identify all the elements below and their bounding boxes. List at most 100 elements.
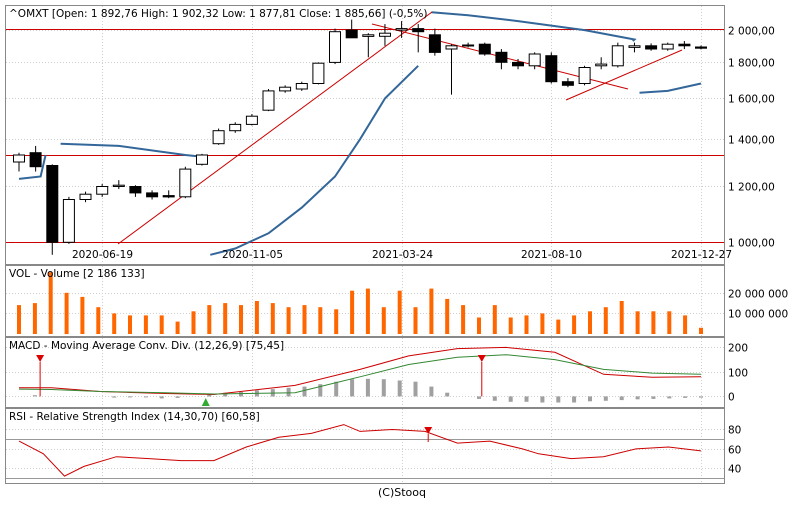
volume-bar xyxy=(223,303,228,334)
candle-body xyxy=(129,186,142,194)
candle-body xyxy=(578,67,591,84)
candle-body xyxy=(96,186,109,195)
sell-signal-marker xyxy=(36,355,45,362)
candle-body xyxy=(595,63,608,67)
candle-body xyxy=(628,45,641,48)
rsi-signal-markers xyxy=(424,427,433,442)
volume-bar xyxy=(17,305,21,334)
buy-signal-marker xyxy=(201,398,210,406)
macd-y-tick-label: 100 xyxy=(728,368,748,380)
volume-y-tick-label: 10 000 000 xyxy=(728,309,788,321)
candles xyxy=(13,19,707,255)
moving-average-line xyxy=(431,11,637,42)
macd-histogram-bar xyxy=(239,392,243,397)
candle-body xyxy=(146,192,159,198)
candle-body xyxy=(379,32,391,37)
macd-histogram-bar xyxy=(540,396,545,403)
volume-bar xyxy=(365,288,370,334)
candle-body xyxy=(528,53,541,67)
price-y-tick-label: 2 000,00 xyxy=(728,26,775,38)
rsi-y-tick-label: 80 xyxy=(728,425,741,437)
volume-bar xyxy=(635,311,640,334)
candle-body xyxy=(495,51,508,63)
macd-histogram-bar xyxy=(683,396,688,398)
candle-body xyxy=(162,195,175,198)
x-tick-label: 2021-03-24 xyxy=(372,249,433,261)
volume-bar xyxy=(159,315,164,334)
volume-bar xyxy=(32,303,37,334)
macd-histogram-bar xyxy=(32,395,37,397)
gridlines xyxy=(6,6,724,483)
volume-bars xyxy=(17,272,703,335)
macd-histogram-bar xyxy=(175,396,180,398)
volume-bar xyxy=(334,309,339,335)
candle-body xyxy=(262,90,275,111)
candle-body xyxy=(196,154,208,165)
price-y-tick-label: 1 000,00 xyxy=(728,238,775,250)
macd-histogram-bar xyxy=(397,380,402,397)
macd-histogram-bar xyxy=(286,387,291,397)
volume-bar xyxy=(524,315,529,334)
volume-bar xyxy=(461,305,466,334)
candle-body xyxy=(611,45,624,67)
price-panel-title: ^OMXT [Open: 1 892,76 High: 1 902,32 Low… xyxy=(9,8,428,20)
candle-body xyxy=(345,29,358,39)
moving-average-line xyxy=(639,82,702,94)
rsi-y-tick-label: 60 xyxy=(728,445,741,457)
volume-bar xyxy=(397,290,402,334)
macd-histogram-bar xyxy=(635,396,640,400)
macd-histogram-bar xyxy=(350,379,355,397)
candle-body xyxy=(329,31,341,63)
rsi-reference-lines xyxy=(6,439,724,479)
sell-signal-marker xyxy=(477,355,486,362)
x-tick-label: 2020-11-05 xyxy=(222,249,283,261)
macd-histogram-bar xyxy=(143,396,148,398)
macd-panel xyxy=(5,337,725,408)
volume-bar xyxy=(286,307,291,334)
volume-bar xyxy=(492,305,497,334)
macd-histogram-bar xyxy=(524,396,529,402)
candle-body xyxy=(395,28,408,31)
macd-histogram-bar xyxy=(365,378,370,397)
candle-body xyxy=(79,193,92,200)
candle-body xyxy=(445,45,458,50)
candle-body xyxy=(661,43,674,50)
volume-bar xyxy=(651,311,656,334)
macd-lines xyxy=(18,346,702,396)
macd-histogram-bar xyxy=(699,396,703,398)
price-x-axis: 2020-06-19 2020-11-05 2021-03-24 2021-08-10… xyxy=(72,249,732,261)
candle-body xyxy=(29,152,42,168)
candle-body xyxy=(561,81,574,86)
candle-body xyxy=(179,168,192,198)
volume-bar xyxy=(254,301,259,334)
candle-body xyxy=(245,115,258,125)
stooq-credit: (C)Stooq xyxy=(378,486,426,499)
rsi-y-tick-label: 40 xyxy=(728,464,741,476)
volume-bar xyxy=(429,288,434,334)
candle-body xyxy=(462,44,475,47)
volume-bar xyxy=(302,305,307,334)
volume-bar xyxy=(683,315,688,334)
macd-histogram-bar xyxy=(603,396,608,401)
macd-histogram-bar xyxy=(508,396,513,402)
macd-y-tick-label: 200 xyxy=(728,343,748,355)
volume-bar xyxy=(445,298,450,334)
trend-line-rising xyxy=(117,11,433,245)
candle-body xyxy=(412,28,425,33)
candle-body xyxy=(212,130,225,145)
volume-bar xyxy=(207,305,212,334)
macd-histogram-bar xyxy=(381,379,386,397)
volume-bar xyxy=(413,307,418,334)
macd-histogram-bar xyxy=(667,396,672,399)
volume-bar xyxy=(112,313,117,334)
volume-bar xyxy=(603,307,608,334)
price-layer xyxy=(13,11,707,256)
macd-histogram-bar xyxy=(413,381,418,397)
macd-histogram-bar xyxy=(334,381,339,397)
rsi-line xyxy=(18,424,702,477)
trend-line-recovery xyxy=(565,49,683,101)
macd-y-tick-label: 0 xyxy=(728,392,735,404)
price-panel xyxy=(5,5,725,265)
